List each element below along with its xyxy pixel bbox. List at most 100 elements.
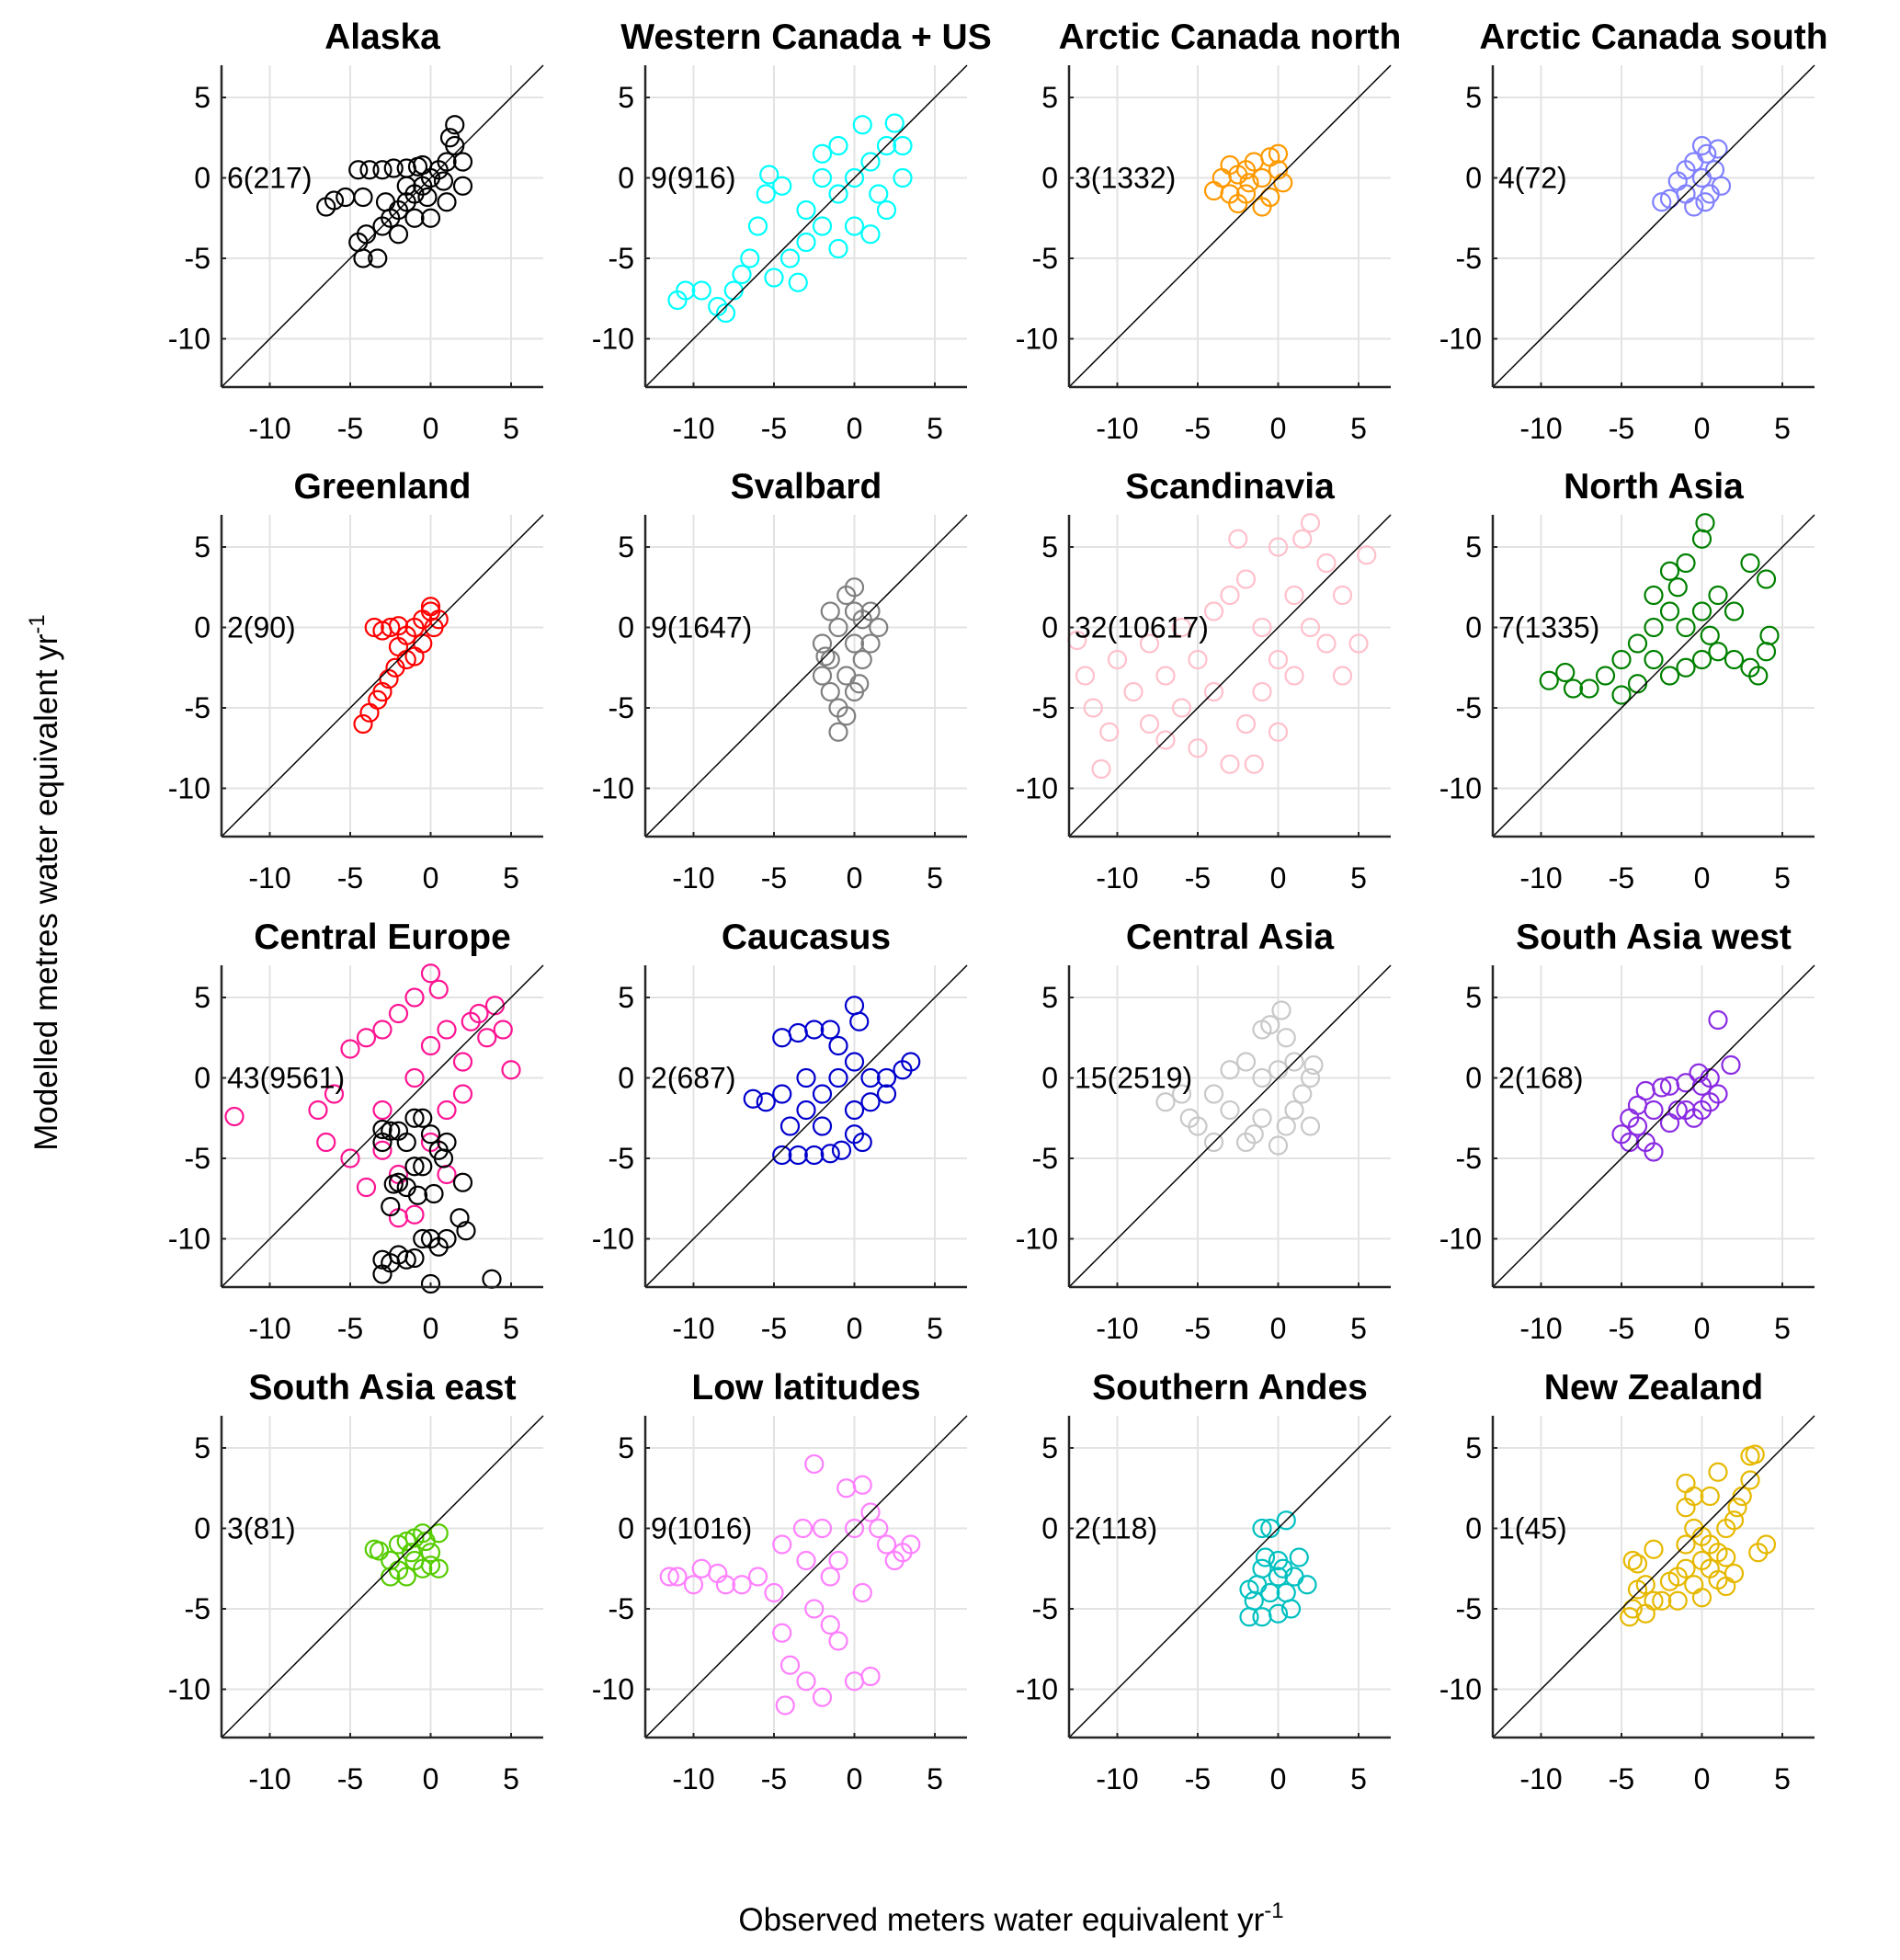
y-tick-label: -5 (1456, 1592, 1482, 1625)
data-point (1745, 1444, 1765, 1464)
data-point (1284, 666, 1304, 686)
y-tick-label: 5 (618, 1431, 634, 1464)
data-point (804, 1599, 825, 1619)
data-point (1268, 537, 1289, 557)
x-tick-label: -5 (1609, 412, 1634, 445)
panel-title: Scandinavia (1125, 467, 1335, 507)
data-point (828, 184, 848, 204)
data-point (396, 1249, 416, 1270)
data-point (1284, 1052, 1304, 1072)
data-point (1244, 754, 1264, 774)
y-axis-label: Modelled metres water equivalent yr-1 (25, 614, 64, 1151)
data-point (852, 1475, 872, 1495)
data-point (772, 1084, 792, 1104)
one-to-one-line (221, 964, 544, 1288)
data-point (383, 1174, 404, 1194)
x-tick-label: 0 (1694, 1312, 1711, 1345)
data-point (437, 1228, 457, 1249)
data-point (413, 1108, 433, 1128)
data-point (372, 1264, 393, 1284)
data-point (413, 1228, 433, 1249)
series-0 (316, 115, 473, 268)
data-point (796, 1671, 816, 1692)
data-point (788, 1145, 808, 1166)
panel-title: Svalbard (731, 467, 882, 507)
data-point (375, 192, 396, 212)
x-tick-label: 5 (503, 412, 519, 445)
y-tick-label: -5 (1456, 691, 1482, 724)
data-point (764, 268, 784, 288)
x-tick-label: 5 (503, 1762, 519, 1795)
data-point (413, 633, 433, 654)
data-point (796, 1067, 816, 1088)
panel-svalbard: -10 -5 0 5 -10 -5 0 5 9(1647) Svalbard (592, 467, 968, 895)
one-to-one-line (644, 514, 968, 838)
data-point (779, 248, 801, 268)
y-tick-label: -5 (609, 691, 634, 724)
y-tick-label: 0 (194, 611, 210, 644)
data-point (849, 674, 870, 694)
data-point (869, 1518, 889, 1539)
panel-title: Greenland (294, 467, 472, 507)
y-tick-label: -10 (1016, 323, 1058, 356)
data-point (901, 1052, 921, 1072)
series-0 (667, 113, 913, 324)
one-to-one-line (644, 64, 968, 388)
x-tick-label: 0 (847, 412, 863, 445)
y-tick-label: 5 (194, 530, 210, 564)
y-tick-label: 0 (618, 1512, 634, 1545)
data-point (469, 1003, 489, 1024)
data-point (1284, 585, 1304, 606)
data-point (1611, 649, 1632, 670)
data-point (1635, 1080, 1655, 1101)
data-point (428, 1558, 449, 1578)
data-point (1644, 649, 1664, 670)
data-point (359, 160, 380, 180)
data-point (844, 1518, 865, 1539)
one-to-one-line (221, 514, 544, 838)
data-point (852, 649, 872, 670)
y-tick-label: 0 (1041, 1512, 1058, 1545)
series-0 (1239, 1510, 1317, 1627)
data-point (1622, 1550, 1643, 1571)
data-point (372, 1119, 393, 1140)
data-point (893, 167, 913, 188)
y-tick-label: -10 (1439, 323, 1482, 356)
data-point (804, 1145, 825, 1166)
y-tick-label: -10 (1439, 1673, 1482, 1706)
data-point (1708, 642, 1728, 662)
data-point (804, 1453, 825, 1475)
data-point (1539, 670, 1559, 690)
data-point (820, 681, 840, 702)
data-point (820, 601, 840, 621)
one-to-one-line (1068, 514, 1392, 838)
data-point (413, 1523, 433, 1544)
x-tick-label: 5 (927, 1762, 943, 1795)
panel-southern-andes: -10 -5 0 5 -10 -5 0 5 2(118) Southern Andes (1016, 1368, 1392, 1795)
series-0 (224, 963, 521, 1228)
data-point (743, 1088, 763, 1109)
data-point (1627, 633, 1648, 654)
data-point (812, 216, 833, 236)
data-point (796, 232, 816, 253)
data-point (401, 1543, 422, 1563)
data-point (756, 1092, 776, 1112)
data-point (439, 128, 461, 148)
y-tick-label: -10 (592, 1673, 634, 1706)
series-0 (364, 1523, 449, 1587)
data-point (812, 1687, 833, 1707)
y-tick-label: 5 (1041, 981, 1058, 1014)
data-point (1268, 143, 1289, 164)
data-point (860, 152, 881, 172)
data-point (356, 1177, 377, 1198)
data-point (1756, 1534, 1777, 1555)
data-point (1724, 601, 1745, 621)
x-tick-label: -10 (1096, 1312, 1138, 1345)
data-point (1203, 180, 1224, 201)
data-point (1611, 685, 1632, 705)
y-tick-label: 5 (1465, 981, 1482, 1014)
x-tick-label: 0 (1694, 1762, 1711, 1795)
y-tick-label: 5 (1041, 81, 1058, 114)
data-point (1684, 1486, 1704, 1507)
panel-annotation: 9(1016) (651, 1512, 752, 1545)
